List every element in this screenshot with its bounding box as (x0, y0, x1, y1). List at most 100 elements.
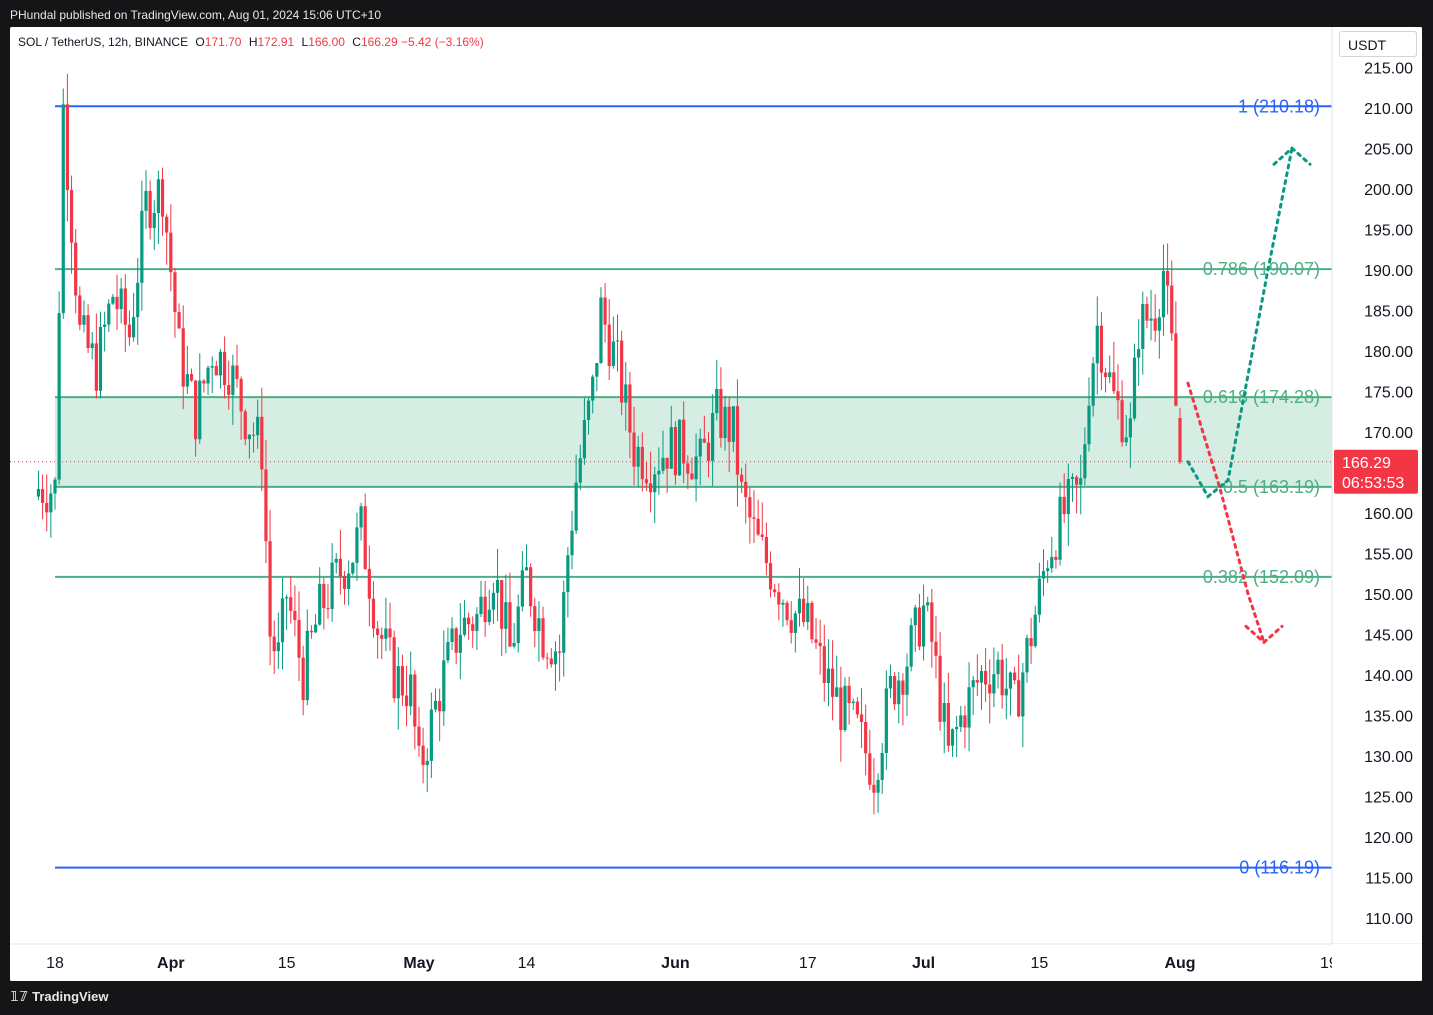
price-tick-label: 180.00 (1364, 344, 1413, 361)
price-tick-label: 125.00 (1364, 789, 1413, 806)
candle-body (36, 488, 41, 497)
candle-body (512, 643, 516, 647)
candle-body (1062, 496, 1066, 515)
chart-panel[interactable]: 1 (210.18) 0.786 (190.07) 0.618 (174.28) 0.… (10, 27, 1422, 981)
candle-body (487, 609, 491, 623)
candle-body (756, 518, 760, 535)
candle-body (777, 592, 781, 605)
candle-body (1108, 372, 1112, 378)
candle-body (773, 589, 777, 593)
candle-body (975, 680, 979, 683)
candle-body (628, 384, 632, 433)
low-label: L (301, 35, 309, 49)
candle-body (711, 413, 715, 461)
tradingview-logo-icon: 𝟙𝟟 (10, 989, 29, 1004)
candle-body (686, 463, 690, 474)
candle-body (669, 427, 673, 469)
candle-body (330, 562, 334, 609)
candle-body (74, 242, 78, 296)
candle-body (82, 315, 86, 325)
candle-body (1149, 318, 1153, 321)
candle-body (566, 555, 570, 593)
price-tick-label: 150.00 (1364, 587, 1413, 604)
candle-body (677, 419, 682, 476)
candle-body (520, 570, 524, 607)
candle-body (334, 558, 338, 563)
candle-body (119, 288, 123, 310)
candle-body (901, 680, 905, 695)
candle-body (260, 416, 264, 470)
candle-body (1170, 285, 1174, 334)
candle-body (1083, 444, 1087, 479)
fib-label-0-382: 0.382 (152.09) (1203, 567, 1320, 587)
candle-body (210, 366, 214, 368)
price-tick-label: 185.00 (1364, 303, 1413, 320)
candle-body (1029, 637, 1033, 647)
candle-body (355, 527, 359, 563)
candle-body (367, 568, 371, 599)
candle-body (198, 380, 202, 440)
candle-body (173, 272, 177, 313)
high-label: H (248, 35, 258, 49)
candle-body (227, 385, 231, 395)
fib-label-0-618: 0.618 (174.28) (1203, 387, 1320, 407)
candle-body (1116, 391, 1120, 401)
candle-body (570, 530, 574, 556)
price-tick-label: 215.00 (1364, 60, 1413, 77)
candle-body (338, 558, 342, 577)
candle-body (934, 641, 938, 656)
price-tick-label: 200.00 (1364, 182, 1413, 199)
candle-body (706, 442, 711, 461)
time-tick-label: 14 (518, 955, 536, 972)
candle-body (1157, 317, 1161, 331)
candle-body (739, 474, 744, 482)
candle-body (586, 400, 591, 420)
candle-body (454, 628, 458, 653)
candle-body (648, 483, 653, 493)
candle-body (1178, 417, 1182, 462)
candle-body (1145, 304, 1149, 321)
symbol-info[interactable]: SOL / TetherUS, 12h, BINANCE (18, 35, 189, 49)
candle-body (897, 680, 901, 705)
candle-body (156, 179, 161, 214)
candle-body (913, 607, 917, 626)
candle-body (533, 606, 537, 632)
candle-body (682, 419, 686, 464)
candle-body (131, 317, 136, 338)
candle-body (938, 655, 942, 722)
candle-body (1046, 568, 1050, 572)
candle-body (243, 411, 247, 440)
price-tick-label: 190.00 (1364, 263, 1413, 280)
open-label: O (195, 35, 205, 49)
candle-body (326, 608, 330, 610)
time-tick-label: Aug (1164, 955, 1195, 972)
candle-body (413, 674, 417, 727)
candle-body (57, 313, 61, 480)
candlestick-chart[interactable]: 1 (210.18) 0.786 (190.07) 0.618 (174.28) 0.… (10, 27, 1422, 981)
candle-body (888, 676, 893, 689)
candle-body (1037, 578, 1041, 615)
time-tick-label: 15 (278, 955, 296, 972)
candle-body (359, 506, 363, 528)
candle-body (392, 637, 396, 699)
candle-body (417, 726, 421, 746)
candle-body (508, 602, 512, 647)
candle-body (49, 493, 53, 513)
candle-body (384, 628, 388, 639)
price-tick-label: 120.00 (1364, 830, 1413, 847)
candle-body (1050, 556, 1054, 569)
candle-body (347, 573, 351, 589)
candle-body (1112, 372, 1116, 392)
candle-body (963, 715, 967, 728)
candle-body (61, 104, 65, 314)
time-tick-label: 17 (799, 955, 817, 972)
currency-button[interactable]: USDT (1339, 31, 1417, 57)
candle-body (657, 470, 661, 475)
candle-body (603, 297, 607, 325)
price-tick-label: 205.00 (1364, 141, 1413, 158)
open-value: 171.70 (204, 35, 242, 49)
candle-body (946, 703, 950, 746)
candle-body (40, 488, 45, 503)
candle-body (251, 434, 256, 436)
candle-body (818, 642, 822, 647)
